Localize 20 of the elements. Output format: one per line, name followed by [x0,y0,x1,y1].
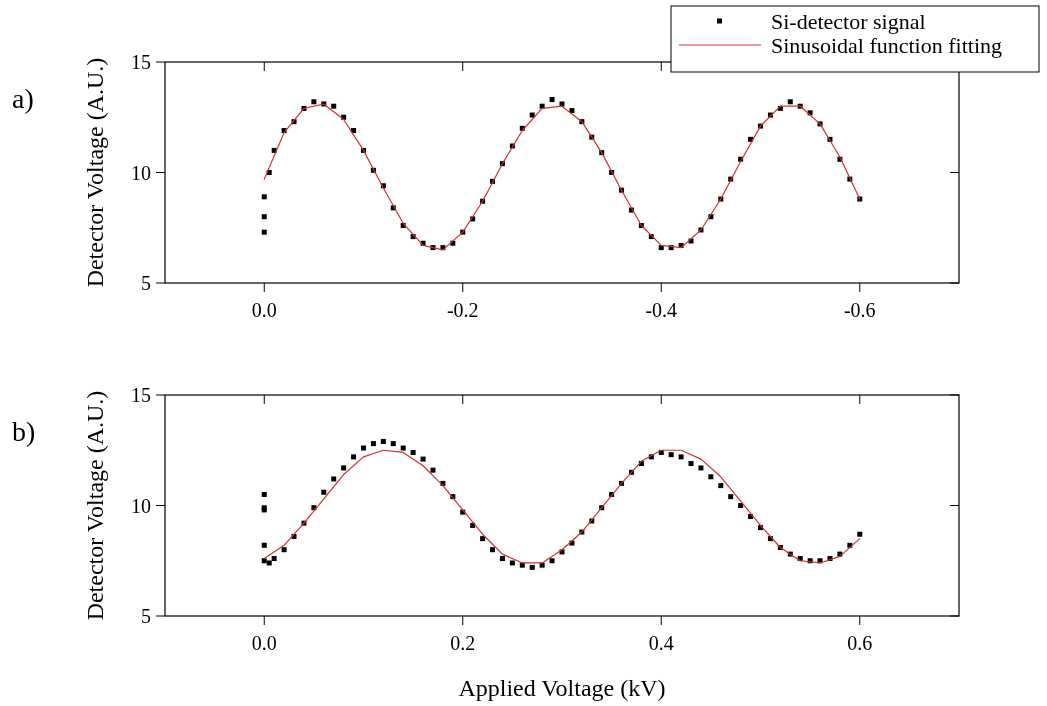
x-tick-label: 0.2 [450,632,476,654]
x-tick-label: -0.4 [645,299,678,321]
x-tick-label: 0.0 [251,632,277,654]
x-tick-label: -0.2 [446,299,479,321]
y-axis-title: Detector Voltage (A.U.) [82,57,108,288]
y-axis-title: Detector Voltage (A.U.) [82,390,108,621]
text: a) [12,83,34,114]
y-tick-label: 10 [131,494,151,517]
legend-label: Si-detector signal [771,8,926,34]
text: b) [12,416,36,447]
x-tick-label: 0.0 [251,299,277,321]
x-axis-title: Applied Voltage (kV) [458,675,666,701]
y-tick-label: 5 [141,272,151,294]
y-tick-label: 15 [131,51,151,73]
x-tick-label: -0.6 [843,299,876,321]
y-tick-label: 10 [131,161,151,184]
y-tick-label: 5 [141,605,151,627]
x-tick-label: 0.4 [648,632,674,654]
y-tick-label: 15 [131,384,151,406]
x-tick-label: 0.6 [847,632,873,654]
